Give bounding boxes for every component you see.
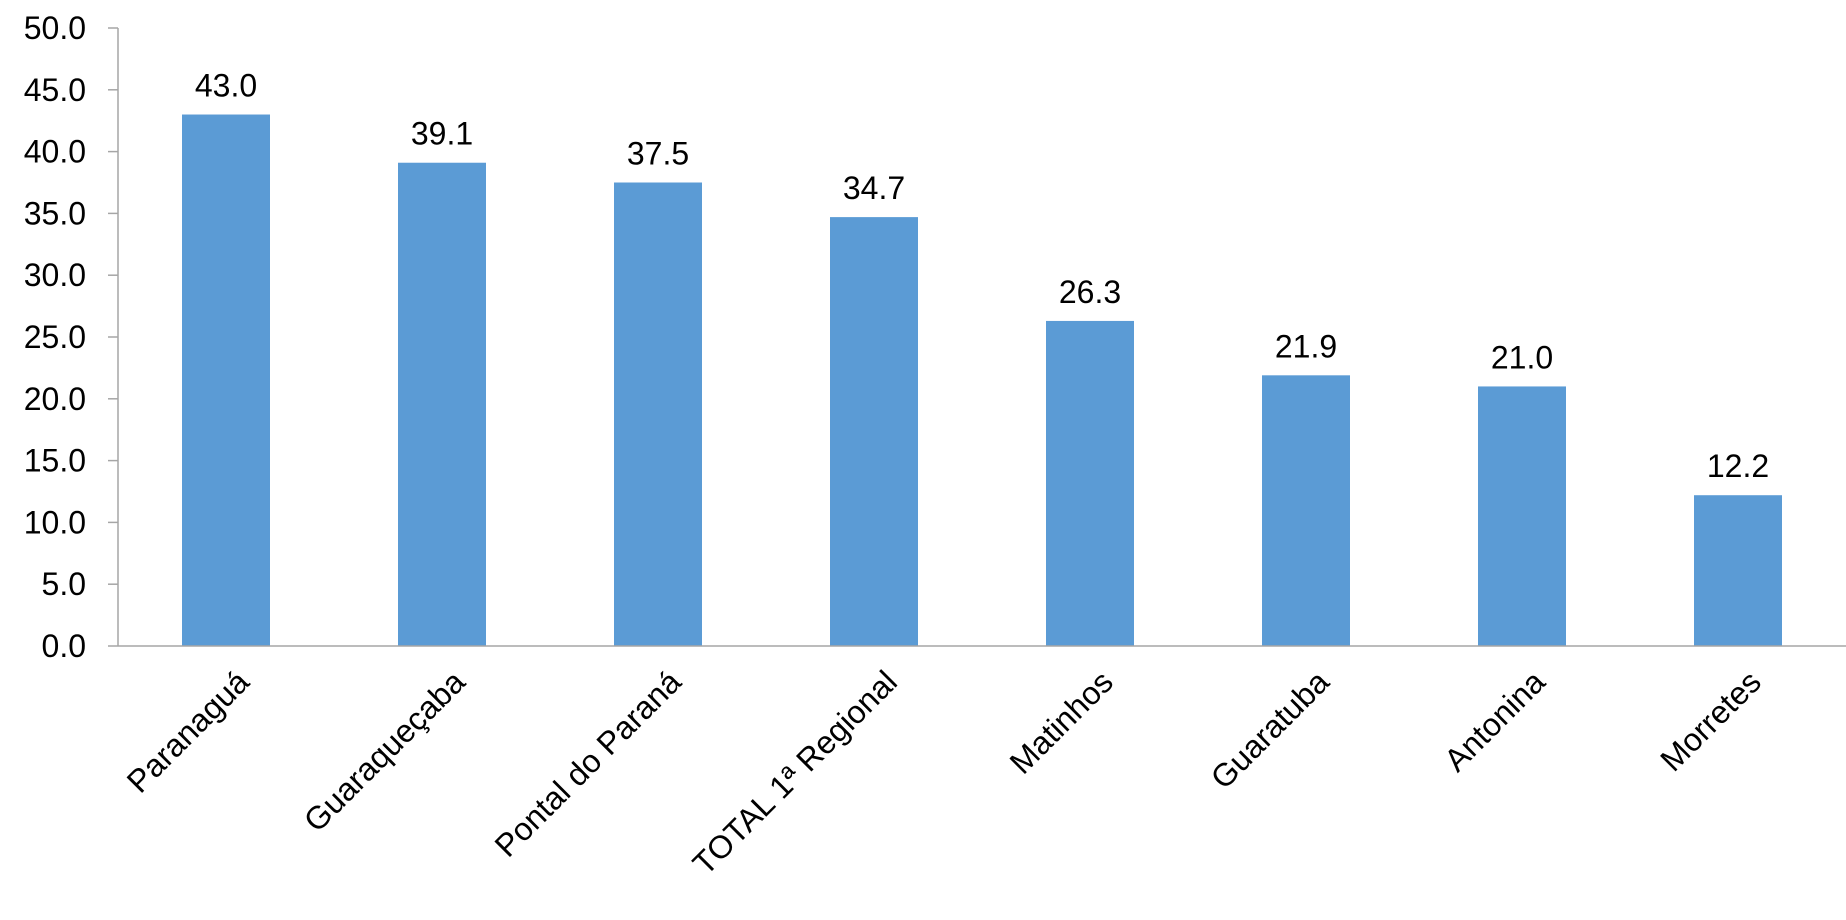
data-label: 26.3	[1059, 274, 1121, 310]
data-labels: 43.0 39.1 37.5 34.7 26.3 21.9 21.0 12.2	[195, 68, 1769, 485]
category-labels: Paranaguá Guaraqueçaba Pontal do ParanáTOT…	[120, 663, 1768, 881]
y-tick-label: 20.0	[24, 381, 86, 417]
y-tick-label: 25.0	[24, 319, 86, 355]
y-axis-ticks: 0.0 5.0 10.0 15.0 20.0 25.0 30.0 35.0 40.0 45.0 50…	[24, 10, 118, 664]
y-tick-label: 15.0	[24, 443, 86, 479]
data-label: 43.0	[195, 68, 257, 104]
bar	[1694, 495, 1782, 646]
x-tick-label: Pontal do Paraná	[488, 663, 688, 863]
x-tick-label: Paranaguá	[120, 663, 256, 799]
y-tick-label: 35.0	[24, 195, 86, 231]
bar	[614, 182, 702, 646]
data-label: 39.1	[411, 116, 473, 152]
y-tick-label: 45.0	[24, 72, 86, 108]
bar	[1046, 320, 1134, 646]
bar	[830, 217, 918, 646]
bar	[398, 162, 486, 646]
y-tick-label: 5.0	[42, 566, 86, 602]
x-tick-label: Guaraqueçaba	[297, 663, 472, 838]
y-tick-label: 0.0	[42, 628, 86, 664]
data-label: 21.0	[1491, 339, 1553, 375]
bar	[1262, 375, 1350, 646]
bar	[1478, 386, 1566, 646]
y-tick-label: 10.0	[24, 504, 86, 540]
data-label: 12.2	[1707, 448, 1769, 484]
data-label: 21.9	[1275, 328, 1337, 364]
y-tick-label: 30.0	[24, 257, 86, 293]
x-tick-label: Matinhos	[1003, 663, 1120, 780]
x-tick-label: TOTAL 1ª Regional	[686, 663, 904, 881]
y-tick-label: 50.0	[24, 10, 86, 46]
x-tick-label: Morretes	[1653, 663, 1768, 778]
bar	[182, 114, 270, 646]
data-label: 37.5	[627, 136, 689, 172]
bars	[182, 114, 1782, 646]
x-tick-label: Antonina	[1437, 663, 1552, 778]
data-label: 34.7	[843, 170, 905, 206]
x-tick-label: Guaratuba	[1204, 663, 1337, 796]
y-tick-label: 40.0	[24, 134, 86, 170]
